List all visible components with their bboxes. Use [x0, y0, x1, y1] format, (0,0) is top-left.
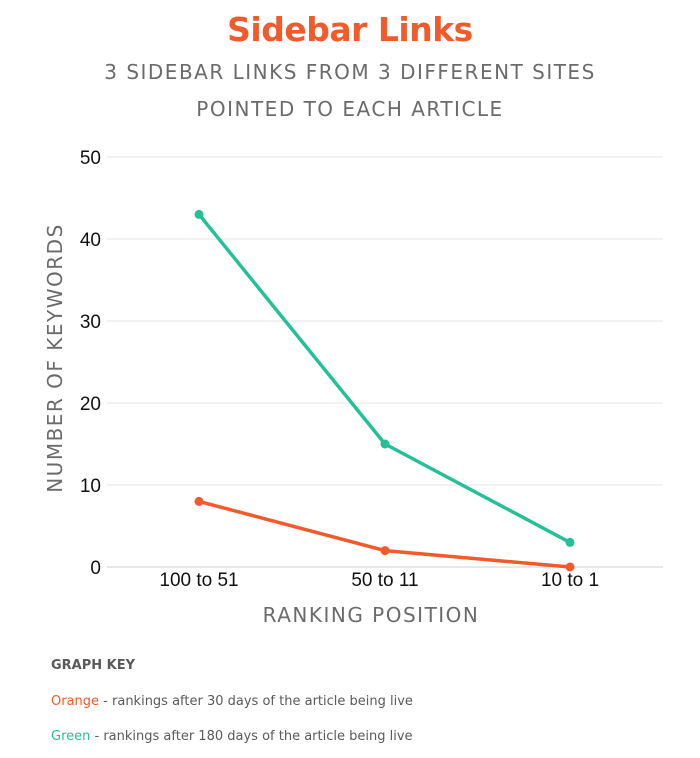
chart-title: Sidebar Links — [227, 10, 473, 49]
graph-key-heading: GRAPH KEY — [51, 658, 136, 673]
x-tick-label: 50 to 11 — [351, 570, 418, 591]
graph-key-color-word: Green — [51, 729, 91, 744]
y-axis-title: NUMBER OF KEYWORDS — [43, 223, 67, 493]
series-line-green — [197, 212, 572, 545]
chart-subtitle-line-1: 3 SIDEBAR LINKS FROM 3 DIFFERENT SITES — [104, 60, 596, 84]
data-point-green — [380, 439, 390, 449]
graph-key-item-orange: Orange - rankings after 30 days of the a… — [51, 694, 413, 709]
graph-key-description: - rankings after 180 days of the article… — [90, 729, 413, 744]
y-tick-label: 30 — [80, 312, 101, 333]
y-tick-label: 40 — [80, 230, 101, 251]
y-tick-label: 0 — [90, 558, 101, 579]
chart-subtitle-line-2: POINTED TO EACH ARTICLE — [196, 97, 504, 121]
data-point-green — [194, 209, 204, 219]
y-tick-label: 50 — [80, 148, 101, 169]
x-tick-label: 10 to 1 — [541, 570, 599, 591]
data-point-orange — [565, 562, 575, 572]
graph-key-color-word: Orange — [51, 694, 100, 709]
graph-key-item-green: Green - rankings after 180 days of the a… — [51, 729, 413, 744]
graph-key-description: - rankings after 30 days of the article … — [99, 694, 413, 709]
y-tick-label: 10 — [80, 476, 101, 497]
data-point-orange — [194, 496, 204, 506]
y-tick-label: 20 — [80, 394, 101, 415]
x-tick-label: 100 to 51 — [159, 570, 238, 591]
x-axis-title: RANKING POSITION — [263, 603, 480, 627]
line-chart: 0 10 20 30 40 50 100 to 51 50 to 11 10 to 1 RANKI… — [43, 148, 663, 627]
data-point-green — [565, 537, 575, 547]
data-point-orange — [380, 546, 390, 556]
